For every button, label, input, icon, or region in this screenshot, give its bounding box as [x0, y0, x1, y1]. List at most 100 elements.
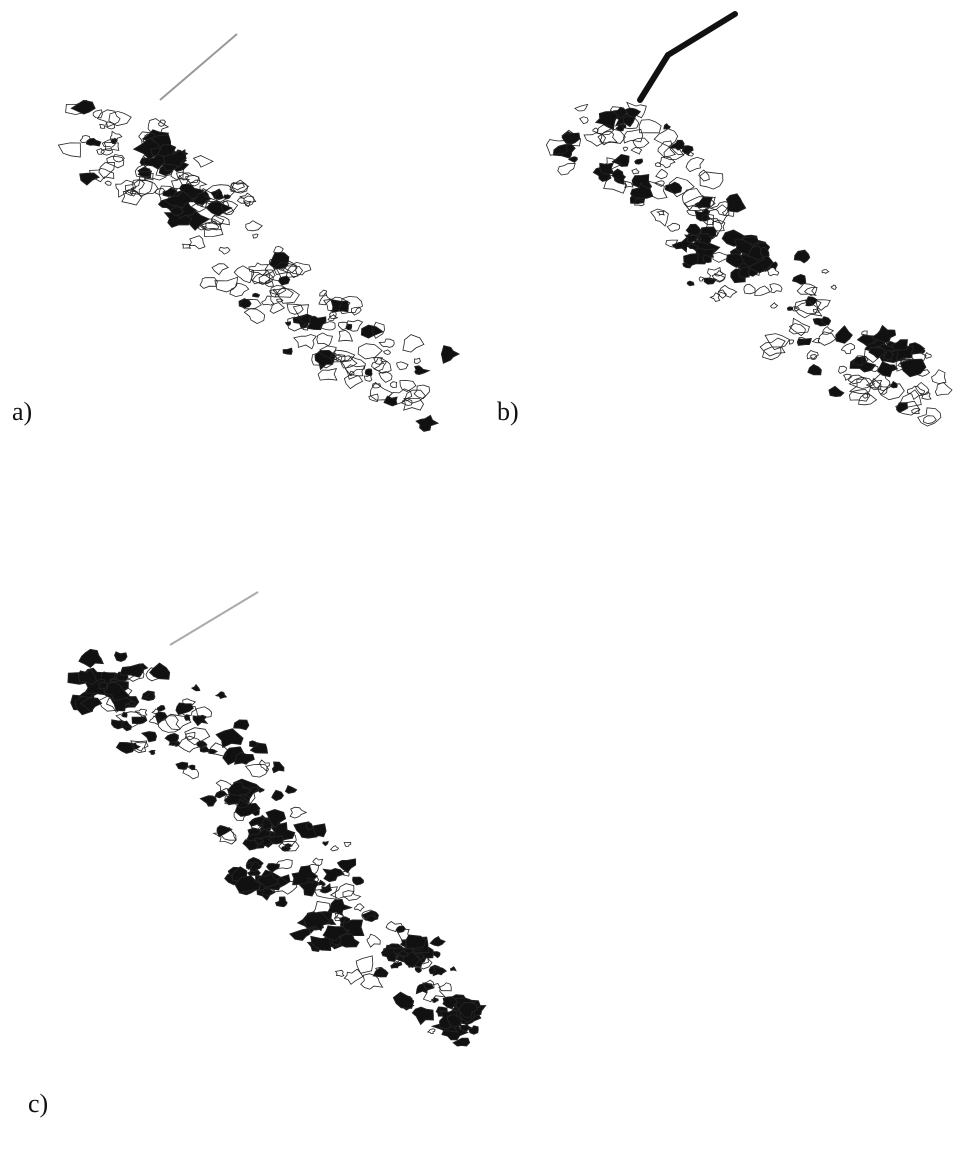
- filled-patch: [283, 348, 292, 354]
- filled-patch: [451, 967, 456, 971]
- river-line: [668, 14, 735, 55]
- filled-patch: [892, 340, 908, 350]
- filled-patch: [430, 937, 445, 946]
- filled-patch: [412, 1007, 433, 1024]
- outlined-patch: [212, 264, 228, 275]
- outlined-patch: [831, 285, 836, 289]
- filled-patch: [393, 992, 413, 1008]
- filled-patch: [243, 840, 258, 850]
- outlined-patch: [379, 339, 394, 347]
- outlined-patch: [194, 156, 213, 168]
- outlined-patch: [336, 970, 344, 976]
- outlined-patch: [771, 303, 778, 309]
- outlined-patch: [351, 307, 361, 315]
- outlined-patch: [244, 309, 264, 324]
- filled-patch: [272, 762, 283, 773]
- filled-patch: [201, 796, 217, 806]
- outlined-patch: [260, 760, 270, 771]
- outlined-patch: [319, 293, 332, 305]
- filled-patch: [635, 159, 643, 164]
- outlined-patch: [374, 361, 391, 373]
- filled-patch: [612, 169, 625, 184]
- filled-patch: [562, 133, 580, 144]
- outlined-patch: [152, 709, 159, 714]
- filled-patch: [808, 365, 821, 375]
- outlined-patch: [822, 270, 829, 274]
- outlined-patch: [331, 846, 339, 851]
- filled-patch: [384, 396, 397, 406]
- filled-patch: [323, 869, 344, 882]
- outlined-patch: [593, 128, 598, 133]
- outlined-patch: [822, 327, 833, 335]
- outlined-patch: [935, 382, 952, 395]
- filled-patch: [286, 322, 291, 326]
- outlined-patch: [686, 157, 704, 171]
- filled-patch: [132, 717, 147, 724]
- outlined-patch: [287, 304, 303, 314]
- outlined-patch: [290, 807, 306, 818]
- outlined-patch: [633, 138, 649, 148]
- outlined-patch: [190, 236, 205, 249]
- outlined-patch: [397, 362, 409, 370]
- filled-patch: [235, 752, 255, 764]
- filled-patch: [553, 144, 575, 158]
- filled-patch: [416, 416, 438, 432]
- outlined-patch: [403, 335, 424, 353]
- filled-patch: [192, 685, 200, 691]
- outlined-patch: [744, 284, 755, 294]
- filled-patch: [279, 276, 290, 285]
- filled-patch: [432, 998, 438, 1003]
- outlined-patch: [710, 293, 719, 302]
- outlined-patch: [623, 147, 628, 151]
- outlined-patch: [862, 331, 868, 335]
- filled-patch: [86, 139, 101, 146]
- filled-patch: [216, 692, 226, 699]
- outlined-patch: [339, 330, 353, 341]
- filled-patch: [294, 822, 317, 838]
- filled-patch: [142, 732, 157, 742]
- filled-patch: [71, 100, 95, 114]
- filled-patch: [687, 281, 694, 286]
- filled-patch: [373, 968, 388, 977]
- figure: a) b) c): [0, 0, 967, 1151]
- outlined-patch: [317, 333, 333, 346]
- filled-patch: [822, 317, 831, 325]
- filled-patch: [138, 171, 151, 176]
- river-line: [170, 592, 258, 645]
- outlined-patch: [246, 764, 269, 777]
- outlined-patch: [344, 842, 351, 846]
- filled-patch: [270, 253, 289, 269]
- outlined-patch: [107, 156, 124, 168]
- outlined-patch: [575, 104, 588, 111]
- panel-label: b): [497, 397, 519, 426]
- outlined-patch: [580, 117, 589, 124]
- outlined-patch: [755, 286, 770, 296]
- panel-label: c): [28, 1089, 48, 1118]
- filled-patch: [185, 715, 190, 720]
- outlined-patch: [770, 284, 782, 293]
- outlined-patch: [790, 324, 806, 336]
- outlined-patch: [318, 369, 337, 381]
- outlined-patch: [93, 110, 102, 118]
- outlined-patch: [320, 290, 327, 296]
- outlined-patch: [818, 332, 835, 346]
- filled-patch: [829, 386, 844, 396]
- river-line: [640, 55, 668, 100]
- outlined-patch: [384, 350, 391, 355]
- outlined-patch: [215, 277, 238, 292]
- filled-patch: [878, 362, 898, 377]
- filled-patch: [150, 663, 170, 679]
- outlined-patch: [294, 335, 316, 349]
- filled-patch: [433, 952, 440, 958]
- filled-patch: [176, 703, 193, 715]
- filled-patch: [794, 250, 809, 263]
- outlined-patch: [428, 1029, 435, 1034]
- panel-label: a): [12, 397, 32, 426]
- outlined-patch: [344, 375, 362, 389]
- filled-patch: [262, 819, 271, 830]
- outlined-patch: [262, 296, 274, 305]
- filled-patch: [290, 928, 310, 940]
- outlined-patch: [253, 234, 258, 238]
- filled-patch: [276, 897, 288, 907]
- outlined-patch: [639, 120, 661, 133]
